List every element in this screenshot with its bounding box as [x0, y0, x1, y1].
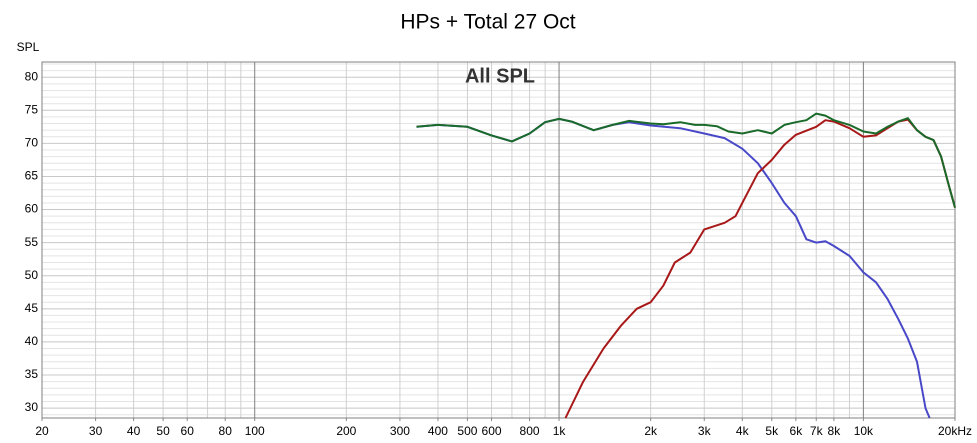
x-tick-label: 3k	[698, 424, 712, 438]
x-tick-label: 6k	[790, 424, 804, 438]
y-tick-label: 45	[25, 301, 39, 315]
x-tick-label: 100	[245, 424, 265, 438]
x-tick-label: 50	[156, 424, 170, 438]
y-tick-label: 65	[25, 169, 39, 183]
x-tick-label: 80	[219, 424, 233, 438]
x-tick-label: 300	[390, 424, 410, 438]
x-tick-label: 5k	[765, 424, 779, 438]
x-tick-label: 4k	[736, 424, 750, 438]
y-tick-label: 80	[25, 69, 39, 83]
x-tick-label: 600	[482, 424, 502, 438]
plot-frame	[41, 61, 956, 419]
line	[416, 117, 931, 419]
chart-title: HPs + Total 27 Oct	[400, 11, 575, 34]
x-tick-label: 7k	[810, 424, 824, 438]
x-tick-label: 1k	[553, 424, 567, 438]
x-tick-label: 400	[428, 424, 448, 438]
y-axis-label: SPL	[17, 40, 40, 54]
y-tick-label: 35	[25, 367, 39, 381]
x-tick-label: 200	[336, 424, 356, 438]
y-tick-label: 40	[25, 334, 39, 348]
x-tick-label: 500	[457, 424, 477, 438]
y-tick-label: 50	[25, 268, 39, 282]
x-tick-label: 20	[35, 424, 49, 438]
x-tick-label: 30	[89, 424, 103, 438]
y-tick-label: 70	[25, 136, 39, 150]
y-tick-label: 75	[25, 102, 39, 116]
x-tick-label: 20kHz	[938, 424, 972, 438]
x-tick-label: 8k	[828, 424, 842, 438]
annotation: All SPL	[465, 65, 535, 87]
x-tick-label: 40	[127, 424, 141, 438]
line	[416, 112, 956, 208]
x-tick-label: 800	[520, 424, 540, 438]
y-tick-label: 30	[25, 400, 39, 414]
y-tick-label: 60	[25, 202, 39, 216]
x-tick-label: 10k	[854, 424, 874, 438]
y-tick-label: 55	[25, 235, 39, 249]
x-tick-label: 2k	[644, 424, 658, 438]
x-tick-label: 60	[181, 424, 195, 438]
